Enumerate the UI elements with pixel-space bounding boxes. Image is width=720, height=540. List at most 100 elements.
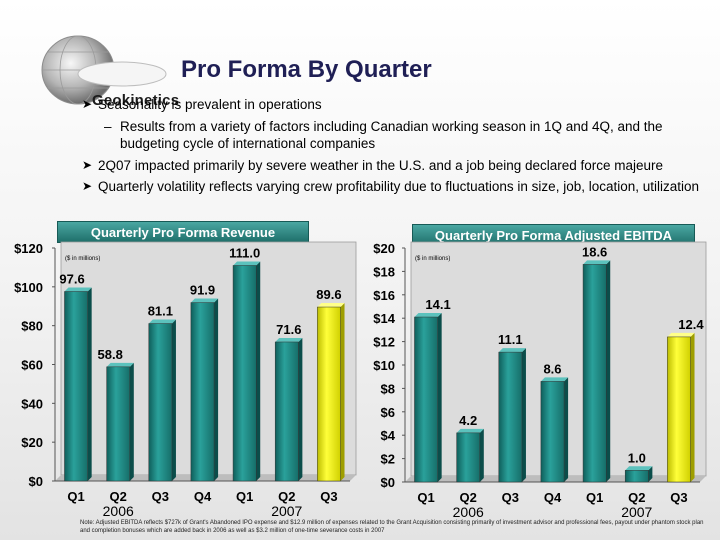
revenue-chart-title: Quarterly Pro Forma Revenue (57, 221, 309, 243)
y-tick-label: $12 (373, 335, 395, 350)
year-label: 2007 (271, 503, 302, 519)
bar (540, 381, 565, 483)
x-tick-label: Q2 (278, 489, 295, 504)
bar-top (456, 428, 484, 433)
bar-top (106, 362, 134, 367)
page-title: Pro Forma By Quarter (181, 56, 432, 83)
bar-value-label: 11.1 (498, 332, 523, 347)
bar-value-label: 91.9 (190, 283, 215, 298)
x-tick-label: Q2 (110, 489, 127, 504)
y-tick-label: $80 (21, 319, 43, 334)
footnote: Note: Adjusted EBITDA reflects $727k of … (80, 520, 704, 534)
bullet-list: ➤ Seasonality is prevalent in operations… (82, 96, 702, 200)
x-tick-label: Q2 (628, 490, 645, 505)
bar-side (437, 313, 442, 482)
y-tick-label: $40 (21, 396, 43, 411)
bar (456, 432, 481, 483)
bar-top (190, 298, 219, 303)
bar-side (171, 319, 176, 481)
bar-side (340, 303, 345, 481)
revenue-chart: $0 $20 $40 $60 $80 $100 $120 ($ in millions) 97.… (14, 241, 357, 519)
y-tick-label: $10 (373, 358, 395, 373)
sub-bullet-item: – Results from a variety of factors incl… (82, 118, 702, 153)
bar-side (214, 298, 219, 481)
bullet-text: Quarterly volatility reflects varying cr… (98, 179, 700, 194)
x-tick-label: Q4 (544, 490, 562, 505)
bar-top (583, 260, 611, 265)
bar (190, 302, 215, 482)
y-tick-label: $14 (373, 311, 395, 326)
bar-side (521, 348, 526, 482)
bar-value-label: 81.1 (148, 304, 173, 319)
bar (414, 316, 438, 483)
bar-side (87, 287, 92, 481)
bullet-text: Seasonality is prevalent in operations (98, 97, 322, 112)
bar (64, 291, 88, 482)
dash-bullet-icon: – (104, 118, 112, 134)
bullet-text: 2Q07 impacted primarily by severe weathe… (98, 157, 664, 173)
bar-value-label: 89.6 (316, 287, 341, 302)
x-tick-label: Q3 (502, 490, 519, 505)
bar-top (275, 337, 303, 342)
company-logo: Geokinetics (30, 30, 179, 110)
x-tick-label: Q3 (320, 489, 337, 504)
ebitda-chart-title: Quarterly Pro Forma Adjusted EBITDA (412, 224, 695, 246)
arrow-bullet-icon: ➤ (82, 97, 93, 111)
bar (232, 265, 257, 482)
y-tick-label: $0 (381, 475, 395, 490)
bar (582, 264, 607, 483)
bullet-item: ➤ Quarterly volatility reflects varying … (82, 178, 702, 196)
bar-top (148, 319, 176, 324)
bar-side (298, 337, 303, 481)
logo-text: Geokinetics (92, 92, 180, 109)
bar-top (667, 332, 695, 337)
bar-value-label: 58.8 (98, 347, 123, 362)
bar-top (498, 348, 526, 353)
year-label: 2006 (103, 503, 134, 519)
y-tick-label: $120 (14, 241, 43, 256)
y-tick-label: $0 (29, 474, 43, 489)
globe-logo-icon (41, 35, 167, 105)
y-tick-label: $20 (373, 241, 395, 256)
arrow-bullet-icon: ➤ (82, 157, 93, 172)
bar-side (564, 377, 569, 482)
bar-value-label: 8.6 (543, 361, 561, 376)
arrow-bullet-icon: ➤ (82, 179, 93, 193)
y-tick-label: $60 (21, 358, 43, 373)
x-tick-label: Q1 (586, 490, 603, 505)
bar-side (690, 332, 695, 482)
bar-top (233, 261, 261, 266)
bar-top (540, 377, 569, 382)
y-tick-label: $8 (381, 381, 395, 396)
x-tick-label: Q3 (670, 490, 687, 505)
bar-value-label: 4.2 (459, 413, 477, 428)
bar (498, 351, 523, 483)
bar-side (256, 261, 261, 481)
y-tick-label: $6 (381, 405, 395, 420)
y-tick-label: $20 (21, 435, 43, 450)
x-tick-label: Q1 (67, 489, 84, 504)
sub-bullet-text: Results from a variety of factors includ… (120, 118, 663, 152)
x-tick-label: Q4 (194, 489, 212, 504)
year-label: 2006 (453, 504, 484, 520)
bar (317, 306, 341, 482)
bar (274, 341, 299, 482)
bar-top (317, 303, 345, 308)
bar (106, 366, 131, 482)
unit-note: ($ in millions) (65, 256, 100, 262)
bar-value-label: 14.1 (425, 297, 450, 312)
bar-side (606, 260, 611, 482)
bar-side (648, 466, 653, 482)
bullet-item: ➤ 2Q07 impacted primarily by severe weat… (82, 157, 702, 175)
x-tick-label: Q3 (152, 489, 169, 504)
bar (667, 336, 691, 483)
bar-value-label: 111.0 (229, 245, 260, 260)
y-tick-label: $4 (381, 428, 396, 443)
y-tick-label: $2 (381, 452, 395, 467)
bar-top (64, 287, 92, 292)
y-tick-label: $16 (373, 288, 395, 303)
bar-side (129, 362, 134, 481)
bar-value-label: 97.6 (59, 271, 84, 286)
bar-top (625, 466, 653, 471)
y-tick-label: $100 (14, 280, 43, 295)
